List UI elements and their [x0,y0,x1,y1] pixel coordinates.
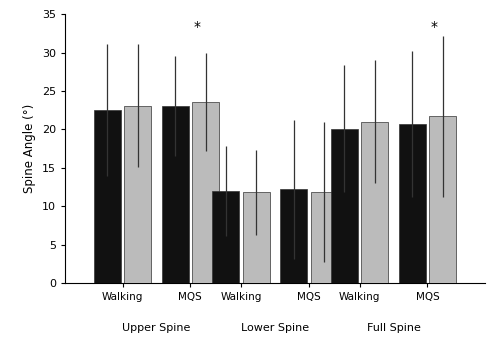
Bar [331,129,358,283]
Bar [162,107,188,283]
Bar [398,124,425,283]
Bar [243,193,270,283]
Bar [280,189,307,283]
Text: Upper Spine: Upper Spine [122,323,190,333]
Text: *: * [194,19,200,34]
Text: Full Spine: Full Spine [366,323,420,333]
Bar [94,110,121,283]
Text: Lower Spine: Lower Spine [241,323,309,333]
Y-axis label: Spine Angle (°): Spine Angle (°) [24,104,36,193]
Text: *: * [430,19,438,34]
Bar [212,191,240,283]
Bar [192,102,219,283]
Bar [310,192,338,283]
Bar [362,122,388,283]
Bar [429,116,456,283]
Bar [124,105,152,283]
